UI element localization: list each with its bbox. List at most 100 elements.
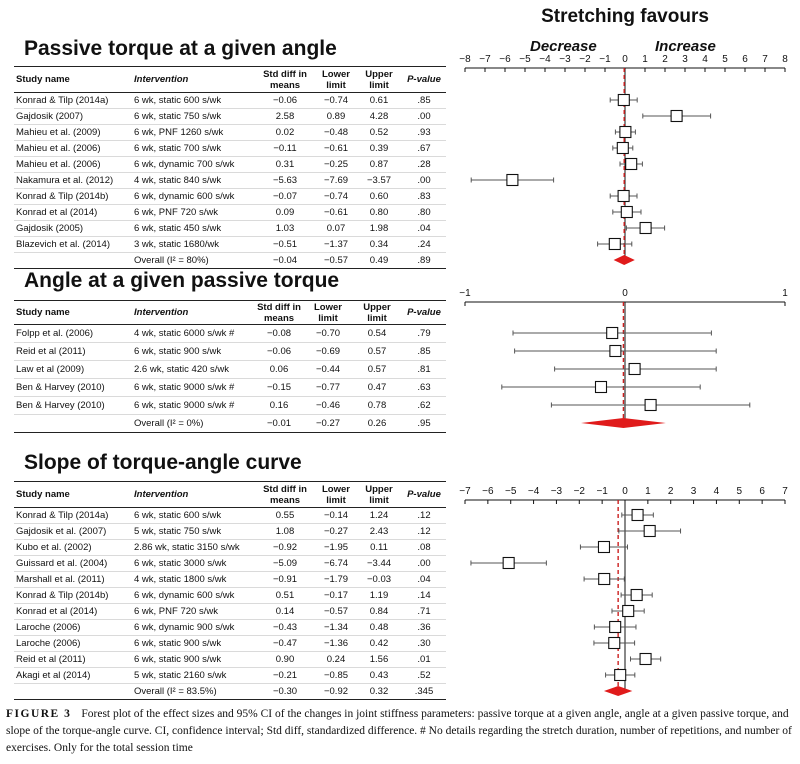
- overall-std-diff: −0.01: [266, 418, 292, 429]
- x-tick-label: 0: [622, 486, 628, 497]
- x-tick-label: 3: [691, 486, 697, 497]
- x-tick-label: 4: [702, 54, 708, 65]
- intervention: 6 wk, static 450 s/wk: [134, 223, 222, 234]
- p-value: .24: [417, 239, 431, 250]
- forest-table-passive-torque: Study name Intervention Std diff in mean…: [14, 66, 446, 269]
- upper-limit-value: 0.61: [369, 95, 389, 106]
- effect-size-marker: [622, 604, 635, 618]
- upper-limit-value: 0.52: [369, 127, 389, 138]
- intervention: 6 wk, PNF 720 s/wk: [134, 207, 218, 218]
- p-value: .80: [417, 207, 431, 218]
- p-value: .00: [417, 175, 431, 186]
- col-p-value: P-value: [402, 481, 446, 508]
- x-tick-label: 1: [642, 54, 648, 65]
- col-lower-limit: Lower limit: [304, 300, 352, 325]
- p-value: .83: [417, 191, 431, 202]
- x-tick-label: 7: [762, 54, 768, 65]
- effect-size-marker: [670, 109, 683, 123]
- effect-size-marker: [598, 572, 611, 586]
- study-name: Konrad & Tilp (2014a): [16, 510, 109, 521]
- col-intervention: Intervention: [132, 300, 254, 325]
- study-name: Folpp et al. (2006): [16, 328, 94, 339]
- upper-limit-value: −3.44: [366, 558, 392, 569]
- effect-size-marker: [616, 141, 629, 155]
- intervention: 6 wk, static 900 s/wk: [134, 346, 222, 357]
- p-value: .85: [417, 346, 431, 357]
- lower-limit-value: −0.69: [315, 346, 341, 357]
- std-diff-value: −0.21: [272, 670, 298, 681]
- col-std-diff: Std diff in means: [254, 481, 316, 508]
- overall-upper: 0.26: [367, 418, 387, 429]
- study-name: Laroche (2006): [16, 622, 81, 633]
- x-tick-label: −3: [559, 54, 571, 65]
- x-tick-label: −7: [459, 486, 471, 497]
- p-value: .04: [417, 574, 431, 585]
- x-tick-label: 2: [662, 54, 668, 65]
- study-name: Konrad & Tilp (2014b): [16, 590, 109, 601]
- p-value: .36: [417, 622, 431, 633]
- std-diff-value: −0.47: [272, 638, 298, 649]
- figure-caption: FIGURE 3 Forest plot of the effect sizes …: [6, 706, 792, 757]
- forest-table-angle: Study name Intervention Std diff in mean…: [14, 300, 446, 433]
- x-tick-label: 6: [742, 54, 748, 65]
- p-value: .62: [417, 400, 431, 411]
- increase-label: Increase: [655, 38, 716, 55]
- overall-upper: 0.32: [369, 686, 389, 697]
- table-row: Mahieu et al. (2009) 6 wk, PNF 1260 s/wk 0…: [14, 125, 446, 141]
- x-tick-label: 5: [737, 486, 743, 497]
- p-value: .67: [417, 143, 431, 154]
- effect-size-marker: [597, 540, 611, 554]
- table-row: Gajdosik (2007) 6 wk, static 750 s/wk 2.58…: [14, 109, 446, 125]
- std-diff-value: 0.09: [275, 207, 295, 218]
- intervention: 6 wk, static 750 s/wk: [134, 111, 222, 122]
- table-row: Konrad & Tilp (2014a) 6 wk, static 600 s/…: [14, 508, 446, 524]
- study-name: Ben & Harvey (2010): [16, 400, 105, 411]
- p-value: .93: [417, 127, 431, 138]
- effect-size-marker: [594, 380, 608, 394]
- effect-size-marker: [628, 362, 641, 376]
- col-intervention: Intervention: [132, 66, 254, 93]
- lower-limit-value: −0.61: [323, 207, 349, 218]
- std-diff-value: −0.15: [266, 382, 292, 393]
- intervention: 6 wk, static 600 s/wk: [134, 510, 222, 521]
- lower-limit-value: −1.79: [323, 574, 349, 585]
- table-row: Konrad & Tilp (2014b) 6 wk, dynamic 600 s…: [14, 189, 446, 205]
- intervention: 6 wk, PNF 1260 s/wk: [134, 127, 224, 138]
- x-tick-label: 3: [682, 54, 688, 65]
- x-tick-label: 6: [759, 486, 765, 497]
- section-title-slope: Slope of torque-angle curve: [24, 451, 302, 474]
- table-row: Konrad et al (2014) 6 wk, PNF 720 s/wk 0.1…: [14, 604, 446, 620]
- table-row: Mahieu et al. (2006) 6 wk, dynamic 700 s/…: [14, 157, 446, 173]
- lower-limit-value: 0.07: [326, 223, 346, 234]
- std-diff-value: −5.63: [272, 175, 298, 186]
- lower-limit-value: −0.57: [323, 606, 349, 617]
- effect-size-marker: [639, 221, 652, 235]
- x-tick-label: −2: [579, 54, 591, 65]
- upper-limit-value: −3.57: [366, 175, 392, 186]
- intervention: 6 wk, static 700 s/wk: [134, 143, 222, 154]
- upper-limit-value: 0.78: [367, 400, 387, 411]
- std-diff-value: −0.11: [273, 143, 297, 154]
- x-tick-label: −4: [528, 486, 540, 497]
- col-p-value: P-value: [402, 66, 446, 93]
- x-tick-label: −4: [539, 54, 551, 65]
- overall-p: .95: [417, 418, 431, 429]
- lower-limit-value: −0.61: [323, 143, 349, 154]
- upper-limit-value: −0.03: [366, 574, 392, 585]
- std-diff-value: 1.03: [275, 223, 295, 234]
- upper-limit-value: 0.57: [367, 346, 387, 357]
- p-value: .08: [417, 542, 431, 553]
- p-value: .04: [417, 223, 431, 234]
- upper-limit-value: 0.39: [369, 143, 389, 154]
- x-tick-label: −3: [551, 486, 563, 497]
- std-diff-value: −0.91: [272, 574, 298, 585]
- study-name: Guissard et al. (2004): [16, 558, 108, 569]
- overall-diamond: [581, 418, 666, 428]
- x-tick-label: 1: [782, 288, 788, 299]
- std-diff-value: −0.06: [266, 346, 292, 357]
- lower-limit-value: −0.48: [323, 127, 349, 138]
- x-tick-label: 0: [622, 288, 628, 299]
- overall-row: Overall (I² = 80%) −0.04 −0.57 0.49 .89: [14, 252, 446, 269]
- effect-size-marker: [617, 189, 630, 203]
- overall-diamond: [603, 686, 633, 696]
